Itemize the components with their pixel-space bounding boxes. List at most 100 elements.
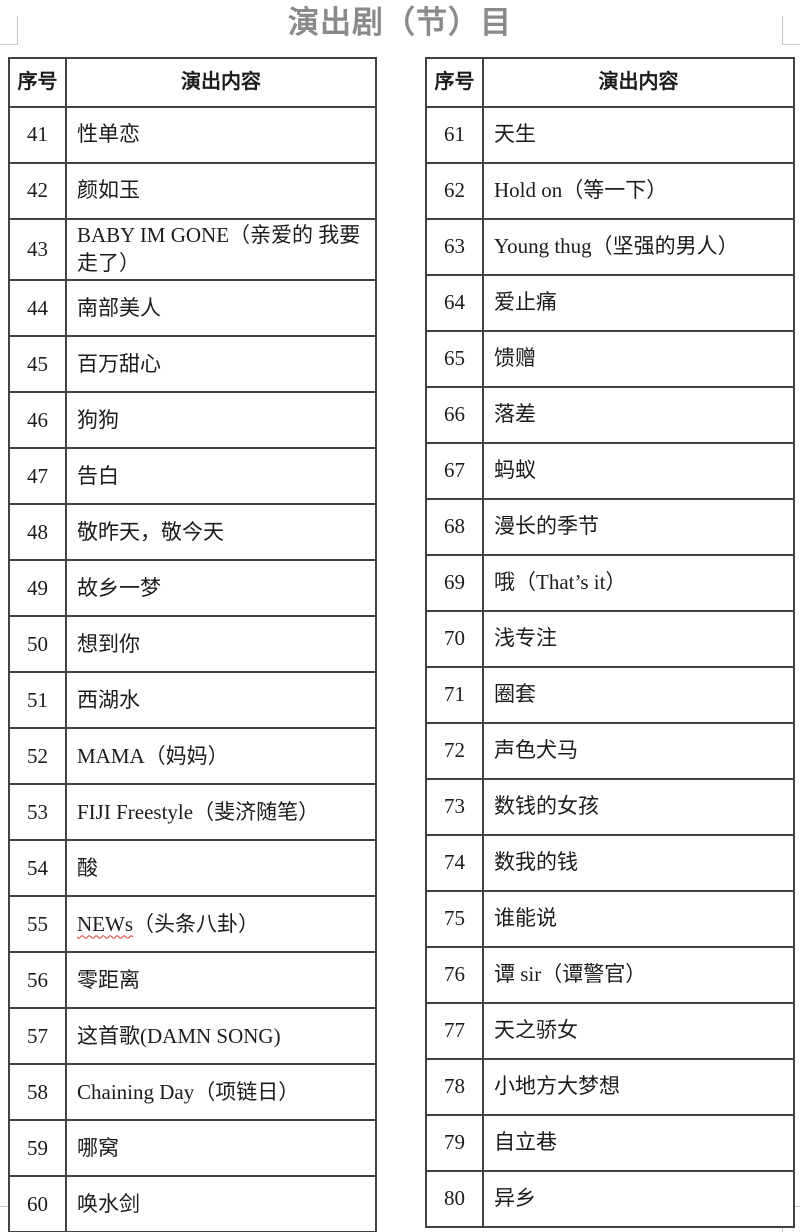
table-row: 62 Hold on（等一下）	[425, 162, 795, 220]
table-row: 73 数钱的女孩	[425, 778, 795, 836]
row-number: 68	[425, 498, 484, 556]
misspelled-word: NEWs	[77, 911, 133, 936]
row-number: 49	[8, 559, 67, 618]
row-number: 78	[425, 1058, 484, 1116]
row-number: 54	[8, 839, 67, 898]
row-number: 46	[8, 391, 67, 450]
row-number: 76	[425, 946, 484, 1004]
program-table-right: 序号 演出内容 61 天生 62 Hold on（等一下） 63 Young t…	[425, 57, 795, 1228]
row-number: 63	[425, 218, 484, 276]
row-content: 狗狗	[65, 391, 377, 450]
table-row: 60 唤水剑	[8, 1175, 377, 1232]
row-content: 异乡	[482, 1170, 795, 1228]
row-content: 颜如玉	[65, 162, 377, 220]
table-row: 71 圈套	[425, 666, 795, 724]
table-row: 69 哦（That’s it）	[425, 554, 795, 612]
row-number: 45	[8, 335, 67, 394]
table-row: 80 异乡	[425, 1170, 795, 1228]
table-row: 44 南部美人	[8, 279, 377, 338]
row-content: 哪窝	[65, 1119, 377, 1178]
table-row: 79 自立巷	[425, 1114, 795, 1172]
table-row: 41 性单恋	[8, 106, 377, 164]
row-number: 66	[425, 386, 484, 444]
table-row: 76 谭 sir（谭警官）	[425, 946, 795, 1004]
row-content: 酸	[65, 839, 377, 898]
row-content: 落差	[482, 386, 795, 444]
row-content: 谁能说	[482, 890, 795, 948]
column-header-number: 序号	[425, 57, 484, 108]
table-row: 48 敬昨天，敬今天	[8, 503, 377, 562]
row-number: 62	[425, 162, 484, 220]
row-content: 哦（That’s it）	[482, 554, 795, 612]
row-content: 蚂蚁	[482, 442, 795, 500]
table-row: 68 漫长的季节	[425, 498, 795, 556]
table-row: 43 BABY IM GONE（亲爱的 我要走了）	[8, 217, 377, 282]
table-row: 57 这首歌(DAMN SONG)	[8, 1007, 377, 1066]
row-content: 天之骄女	[482, 1002, 795, 1060]
row-number: 72	[425, 722, 484, 780]
row-content: 敬昨天，敬今天	[65, 503, 377, 562]
row-number: 44	[8, 279, 67, 338]
table-row: 72 声色犬马	[425, 722, 795, 780]
row-content: 零距离	[65, 951, 377, 1010]
row-number: 58	[8, 1063, 67, 1122]
row-content: 谭 sir（谭警官）	[482, 946, 795, 1004]
row-content: 想到你	[65, 615, 377, 674]
table-row: 59 哪窝	[8, 1119, 377, 1178]
table-row: 47 告白	[8, 447, 377, 506]
page-title: 演出剧（节）目	[288, 5, 512, 40]
row-number: 70	[425, 610, 484, 668]
row-content: Chaining Day（项链日）	[65, 1063, 377, 1122]
row-number: 65	[425, 330, 484, 388]
row-number: 43	[8, 217, 67, 282]
table-header-row: 序号 演出内容	[425, 57, 795, 108]
table-row: 58 Chaining Day（项链日）	[8, 1063, 377, 1122]
table-row: 49 故乡一梦	[8, 559, 377, 618]
table-header-row: 序号 演出内容	[8, 57, 377, 108]
table-row: 51 西湖水	[8, 671, 377, 730]
row-number: 56	[8, 951, 67, 1010]
row-number: 50	[8, 615, 67, 674]
row-number: 47	[8, 447, 67, 506]
row-content: 自立巷	[482, 1114, 795, 1172]
row-content: NEWs（头条八卦）	[65, 895, 377, 954]
row-content: 数我的钱	[482, 834, 795, 892]
row-content: 圈套	[482, 666, 795, 724]
table-row: 78 小地方大梦想	[425, 1058, 795, 1116]
table-row: 55 NEWs（头条八卦）	[8, 895, 377, 954]
margin-corner-mark-top-right	[782, 16, 800, 45]
table-row: 66 落差	[425, 386, 795, 444]
row-content: 天生	[482, 106, 795, 164]
table-row: 65 馈赠	[425, 330, 795, 388]
row-number: 75	[425, 890, 484, 948]
margin-corner-mark-top-left	[0, 16, 18, 45]
row-number: 57	[8, 1007, 67, 1066]
row-content: BABY IM GONE（亲爱的 我要走了）	[65, 217, 377, 282]
table-row: 50 想到你	[8, 615, 377, 674]
table-row: 77 天之骄女	[425, 1002, 795, 1060]
table-row: 42 颜如玉	[8, 162, 377, 220]
row-number: 51	[8, 671, 67, 730]
row-number: 79	[425, 1114, 484, 1172]
row-content: 南部美人	[65, 279, 377, 338]
table-row: 61 天生	[425, 106, 795, 164]
column-header-content: 演出内容	[65, 57, 377, 108]
table-row: 56 零距离	[8, 951, 377, 1010]
row-content: 漫长的季节	[482, 498, 795, 556]
row-number: 74	[425, 834, 484, 892]
table-row: 64 爱止痛	[425, 274, 795, 332]
row-content: 爱止痛	[482, 274, 795, 332]
row-number: 61	[425, 106, 484, 164]
row-content: 浅专注	[482, 610, 795, 668]
row-content: Hold on（等一下）	[482, 162, 795, 220]
row-content: 性单恋	[65, 106, 377, 164]
table-row: 52 MAMA（妈妈）	[8, 727, 377, 786]
row-content: 馈赠	[482, 330, 795, 388]
row-content: 西湖水	[65, 671, 377, 730]
row-content: 声色犬马	[482, 722, 795, 780]
table-row: 63 Young thug（坚强的男人）	[425, 218, 795, 276]
column-header-content: 演出内容	[482, 57, 795, 108]
table-row: 45 百万甜心	[8, 335, 377, 394]
row-content: 百万甜心	[65, 335, 377, 394]
